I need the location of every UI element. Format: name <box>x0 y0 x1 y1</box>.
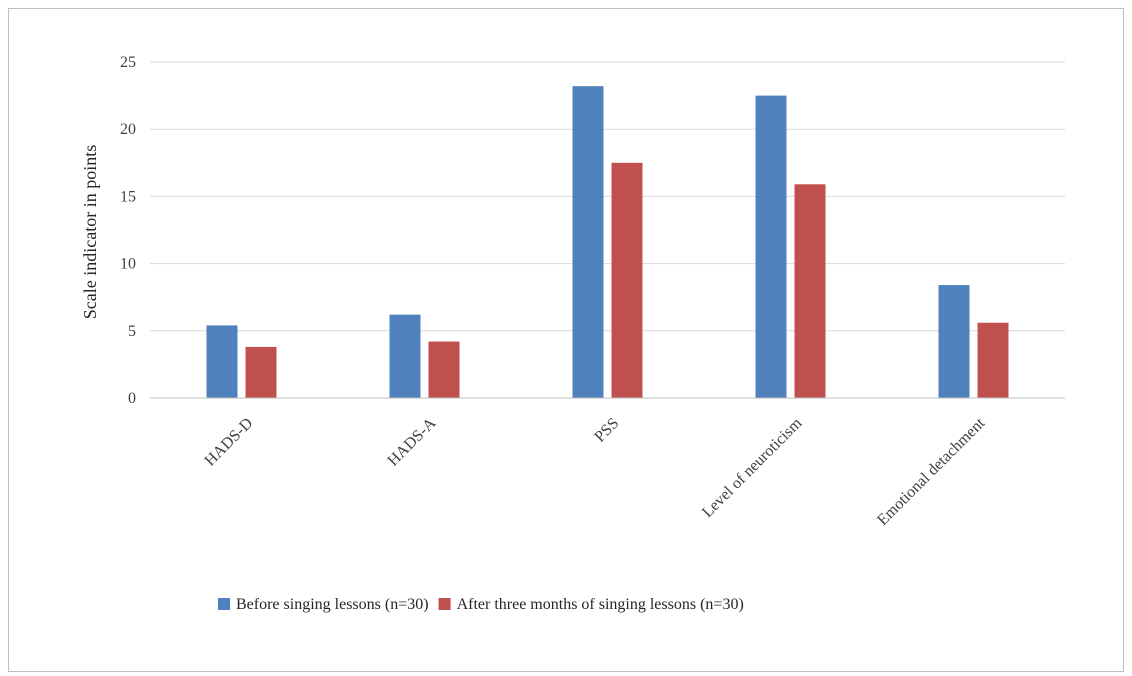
bar-after-4 <box>977 322 1009 398</box>
gridlines <box>150 61 1065 332</box>
bar-before-4 <box>938 285 970 398</box>
y-tick-label: 20 <box>120 121 136 138</box>
y-tick-label: 25 <box>120 54 136 71</box>
legend-swatch-0 <box>218 598 230 610</box>
x-category-label: PSS <box>591 415 622 446</box>
bar-after-0 <box>245 346 277 398</box>
x-axis-labels: HADS-D HADS-A PSS Level of neuroticism Emoti… <box>202 414 989 529</box>
y-tick-label: 5 <box>128 323 136 340</box>
y-axis-ticks: 0 5 10 15 20 25 <box>120 54 136 407</box>
x-category-label: Level of neuroticism <box>699 414 806 521</box>
legend: Before singing lessons (n=30) After three… <box>218 596 744 613</box>
y-tick-label: 15 <box>120 188 136 205</box>
bar-after-1 <box>428 341 460 398</box>
y-axis-title: Scale indicator in points <box>80 145 100 319</box>
x-category-label: HADS-D <box>202 415 257 470</box>
bar-before-3 <box>755 95 787 398</box>
bars <box>206 86 1009 398</box>
legend-swatch-1 <box>438 598 451 610</box>
x-category-label: HADS-A <box>385 414 440 469</box>
x-category-label: Emotional detachment <box>874 414 989 529</box>
bar-after-3 <box>794 184 826 398</box>
bar-after-2 <box>611 162 643 398</box>
y-tick-label: 0 <box>128 390 136 407</box>
legend-label-1: After three months of singing lessons (n… <box>457 596 744 613</box>
bar-before-1 <box>389 314 421 398</box>
bar-before-2 <box>572 86 604 398</box>
y-tick-label: 10 <box>120 256 136 273</box>
chart-frame <box>8 8 1124 672</box>
legend-label-0: Before singing lessons (n=30) <box>236 596 429 613</box>
bar-before-0 <box>206 325 238 398</box>
